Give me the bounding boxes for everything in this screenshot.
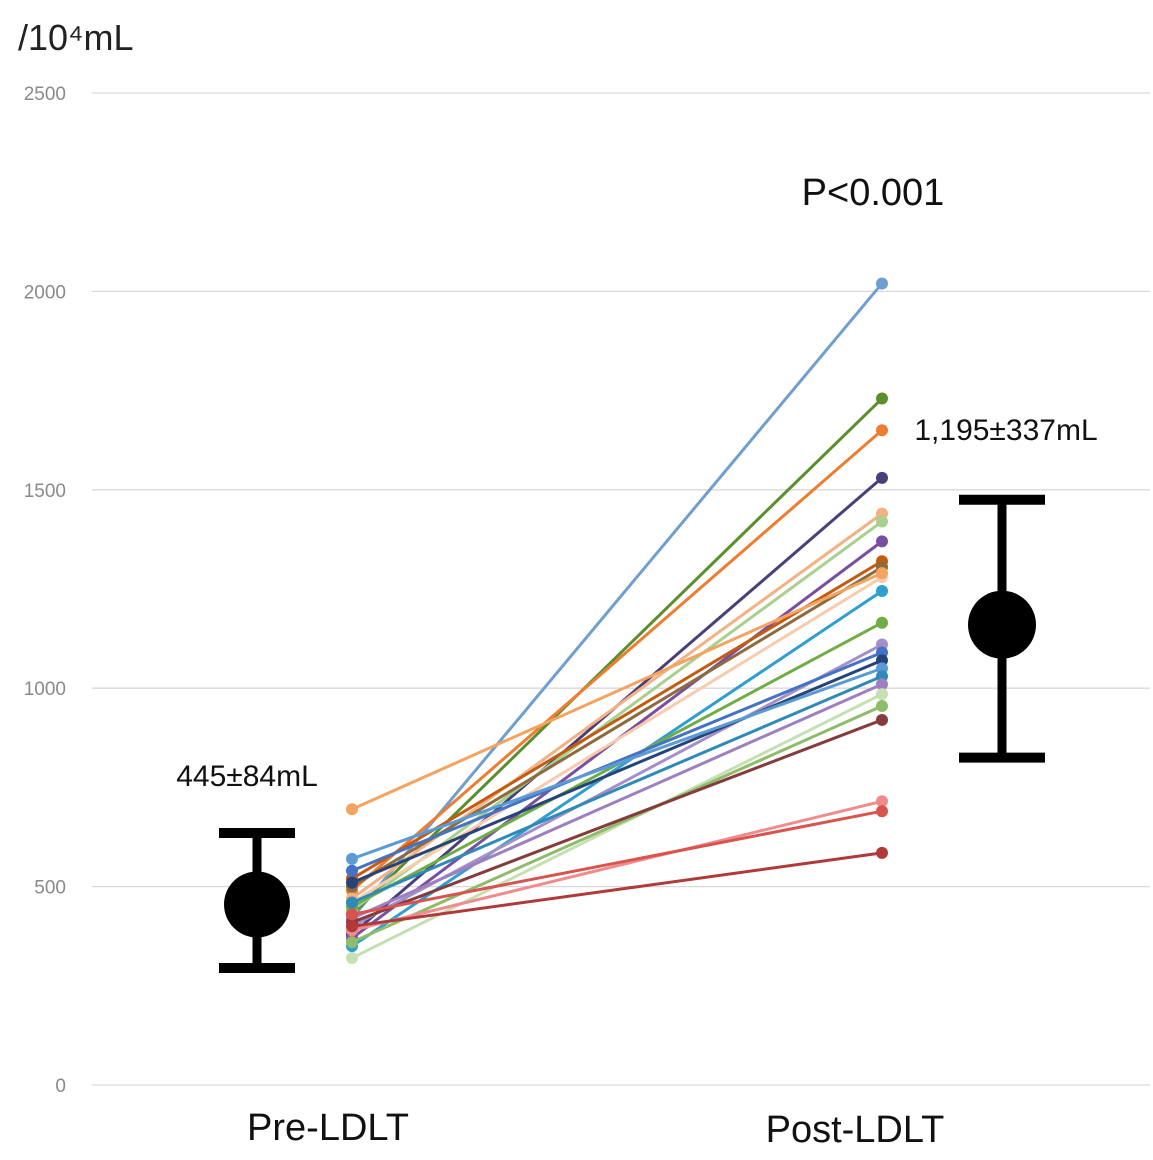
patient-series-8 bbox=[346, 555, 888, 885]
patient-line-15 bbox=[350, 658, 884, 885]
pre-point-14 bbox=[346, 864, 358, 877]
post-point-11 bbox=[876, 584, 888, 597]
pre-point-17 bbox=[346, 896, 358, 909]
post-point-18 bbox=[876, 678, 888, 691]
category-label-pre-ldlt: Pre-LDLT bbox=[247, 1107, 409, 1149]
y-tick-label-2000: 2000 bbox=[24, 282, 66, 303]
post-point-2 bbox=[876, 392, 888, 405]
post-point-1 bbox=[876, 277, 888, 290]
category-label-post-ldlt: Post-LDLT bbox=[766, 1109, 945, 1151]
y-tick-label-0: 0 bbox=[55, 1076, 66, 1097]
pre-point-23 bbox=[346, 908, 358, 921]
post-point-6 bbox=[876, 515, 888, 528]
pre-mean-dot bbox=[224, 871, 290, 938]
pre-point-16 bbox=[346, 852, 358, 865]
pre-point-15 bbox=[346, 876, 358, 889]
pre-point-25 bbox=[346, 803, 358, 816]
post-point-22 bbox=[876, 795, 888, 808]
post-summary-label: 1,195±337mL bbox=[914, 414, 1097, 447]
y-tick-label-1000: 1000 bbox=[24, 679, 66, 700]
post-point-4 bbox=[876, 471, 888, 484]
pre-mean-sd-marker bbox=[219, 828, 295, 973]
patient-line-22 bbox=[350, 799, 884, 932]
patient-line-18 bbox=[350, 682, 884, 920]
y-tick-label-1500: 1500 bbox=[24, 481, 66, 502]
post-mean-sd-marker bbox=[959, 494, 1045, 763]
post-point-25 bbox=[876, 567, 888, 580]
post-point-3 bbox=[876, 424, 888, 437]
patient-line-25 bbox=[350, 571, 884, 811]
pre-summary-label: 445±84mL bbox=[176, 760, 318, 793]
post-mean-dot bbox=[968, 590, 1036, 659]
p-value-annotation: P<0.001 bbox=[802, 172, 945, 214]
patient-line-5 bbox=[350, 512, 884, 901]
patient-series-20 bbox=[346, 700, 888, 949]
patient-line-17 bbox=[350, 674, 884, 904]
post-point-23 bbox=[876, 805, 888, 818]
y-tick-label-500: 500 bbox=[34, 878, 66, 899]
post-point-21 bbox=[876, 713, 888, 726]
patient-line-23 bbox=[350, 809, 884, 916]
patient-line-20 bbox=[350, 704, 884, 944]
pre-point-20 bbox=[346, 936, 358, 949]
post-point-24 bbox=[876, 846, 888, 859]
y-tick-label-2500: 2500 bbox=[24, 84, 66, 105]
patient-line-10 bbox=[350, 575, 884, 904]
post-point-19 bbox=[876, 688, 888, 701]
patient-series-5 bbox=[346, 507, 888, 905]
post-point-7 bbox=[876, 535, 888, 548]
patient-series-24 bbox=[346, 846, 888, 933]
patient-series-23 bbox=[346, 805, 888, 921]
patient-series-9 bbox=[346, 561, 888, 893]
patient-line-24 bbox=[350, 851, 884, 928]
patient-line-16 bbox=[350, 666, 884, 861]
pre-point-19 bbox=[346, 952, 358, 965]
patient-line-11 bbox=[350, 589, 884, 948]
patient-line-3 bbox=[350, 428, 884, 893]
post-point-20 bbox=[876, 700, 888, 713]
patient-line-21 bbox=[350, 718, 884, 924]
post-point-12 bbox=[876, 616, 888, 629]
y-axis-unit-label: /10⁴mL bbox=[18, 17, 134, 58]
pre-point-24 bbox=[346, 920, 358, 933]
patient-series-25 bbox=[346, 567, 888, 816]
patient-series-11 bbox=[346, 584, 888, 953]
patient-line-14 bbox=[350, 650, 884, 873]
